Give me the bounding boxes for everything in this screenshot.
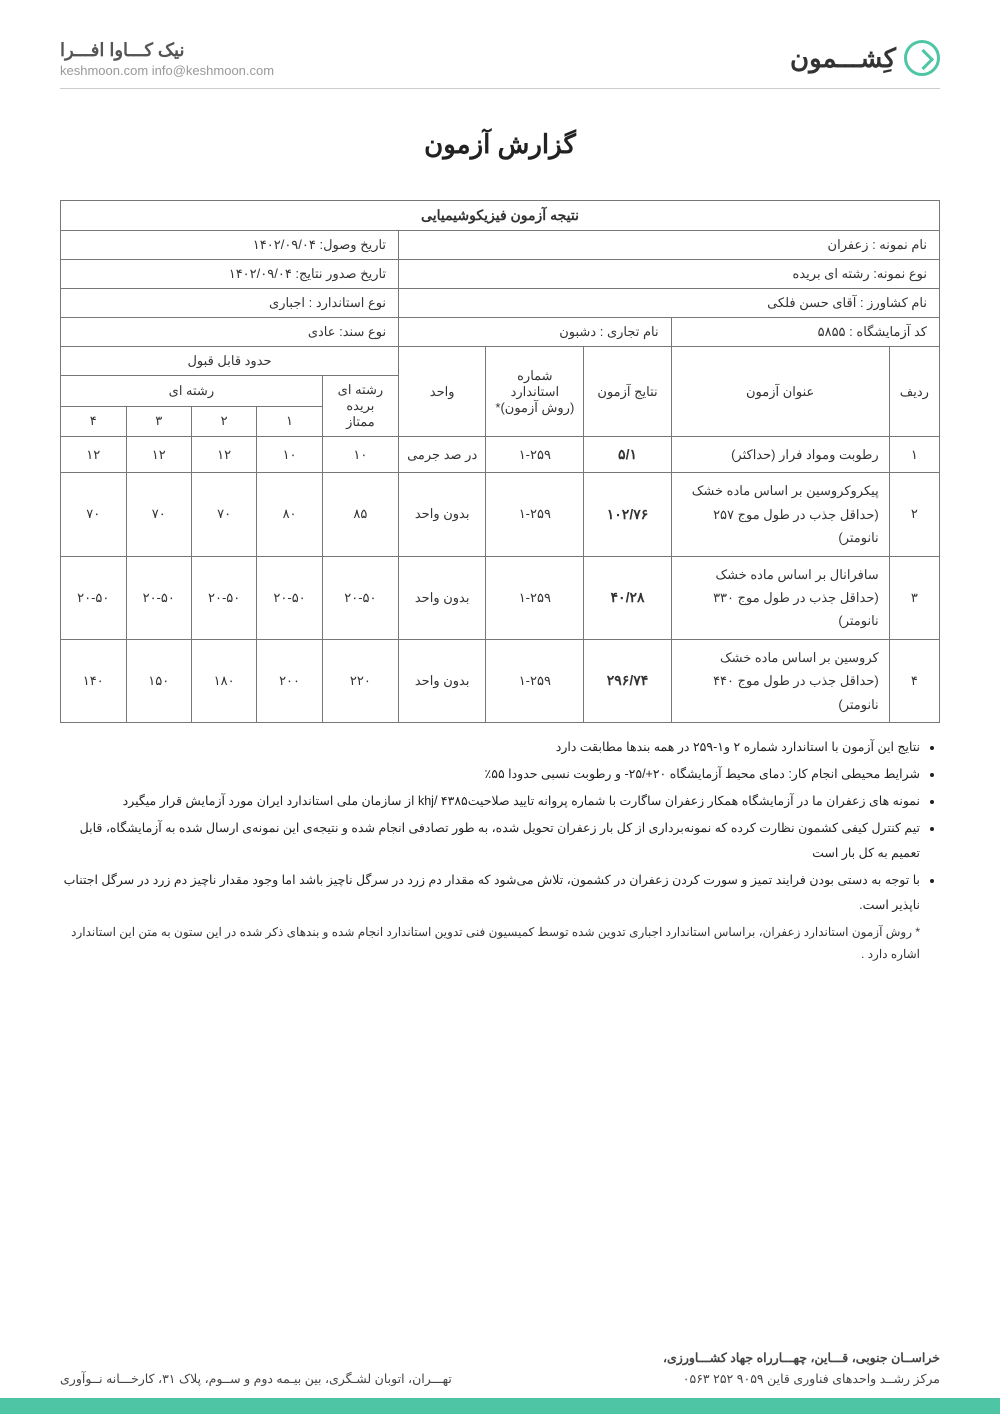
farmer-name: نام کشاورز : آقای حسن فلکی (399, 289, 940, 318)
col-sub-reshte: رشته ای (61, 376, 323, 407)
note-item: شرایط محیطی انجام کار: دمای محیط آزمایشگ… (60, 762, 920, 787)
footer-address-left: تهـــران، اتوبان لشـگری، بین بیـمه دوم و… (60, 1369, 452, 1390)
page-header: کِشـــمون نیک کـــاوا افـــرا keshmoon.c… (60, 40, 940, 89)
col-results: نتایج آزمون (584, 347, 671, 437)
notes-list: نتایج این آزمون با استاندارد شماره ۲ و۱-… (60, 735, 940, 918)
note-star: * روش آزمون استاندارد زعفران، براساس است… (60, 922, 940, 965)
note-item: تیم کنترل کیفی کشمون نظارت کرده که نمونه… (60, 816, 920, 866)
sample-name: نام نمونه : زعفران (399, 231, 940, 260)
std-type: نوع استاندارد : اجباری (61, 289, 399, 318)
footer-address-right: خراســان جنوبی، قـــاین، چهـــارراه جهاد… (663, 1348, 940, 1391)
page-title: گزارش آزمون (60, 129, 940, 160)
note-item: با توجه به دستی بودن فرایند تمیز و سورت … (60, 868, 920, 918)
result-date: تاریخ صدور نتایج: ۱۴۰۲/۰۹/۰۴ (61, 260, 399, 289)
company-block: نیک کـــاوا افـــرا keshmoon.com info@ke… (60, 40, 274, 78)
page-footer: خراســان جنوبی، قـــاین، چهـــارراه جهاد… (0, 1348, 1000, 1414)
col-sub-bride: رشته ای بریده ممتاز (322, 376, 398, 437)
col-test-title: عنوان آزمون (671, 347, 889, 437)
report-table: نتیجه آزمون فیزیکوشیمیایی نام نمونه : زع… (60, 200, 940, 723)
receive-date: تاریخ وصول: ۱۴۰۲/۰۹/۰۴ (61, 231, 399, 260)
footer-bar (0, 1398, 1000, 1414)
col-g2: ۲ (191, 406, 256, 437)
lab-code: کد آزمایشگاه : ۵۸۵۵ (671, 318, 939, 347)
brand-icon (904, 40, 940, 76)
col-g3: ۳ (126, 406, 191, 437)
brand-name: کِشـــمون (790, 43, 896, 74)
col-std-no-sub: (روش آزمون)* (494, 400, 575, 416)
company-contact: keshmoon.com info@keshmoon.com (60, 63, 274, 78)
table-row: ۱ رطوبت ومواد فرار (حداکثر) ۵/۱ ۱-۲۵۹ در… (61, 437, 940, 473)
col-std-no-label: شماره استاندارد (494, 368, 575, 400)
company-name: نیک کـــاوا افـــرا (60, 40, 274, 61)
sample-type: نوع نمونه: رشته ای بریده (399, 260, 940, 289)
col-row: ردیف (889, 347, 939, 437)
table-row: ۲ پیکروکروسین بر اساس ماده خشک (حداقل جذ… (61, 473, 940, 556)
brand-block: کِشـــمون (790, 40, 940, 76)
col-std-no: شماره استاندارد (روش آزمون)* (486, 347, 584, 437)
note-item: نمونه های زعفران ما در آزمایشگاه همکار ز… (60, 789, 920, 814)
trade-name: نام تجاری : دشبون (399, 318, 672, 347)
col-unit: واحد (399, 347, 486, 437)
table-row: ۴ کروسین بر اساس ماده خشک (حداقل جذب در … (61, 639, 940, 722)
col-limits: حدود قابل قبول (61, 347, 399, 376)
col-g4: ۴ (61, 406, 127, 437)
doc-type: نوع سند: عادی (61, 318, 399, 347)
section-title: نتیجه آزمون فیزیکوشیمیایی (61, 201, 940, 231)
table-row: ۳ سافرانال بر اساس ماده خشک (حداقل جذب د… (61, 556, 940, 639)
note-item: نتایج این آزمون با استاندارد شماره ۲ و۱-… (60, 735, 920, 760)
col-g1: ۱ (257, 406, 322, 437)
